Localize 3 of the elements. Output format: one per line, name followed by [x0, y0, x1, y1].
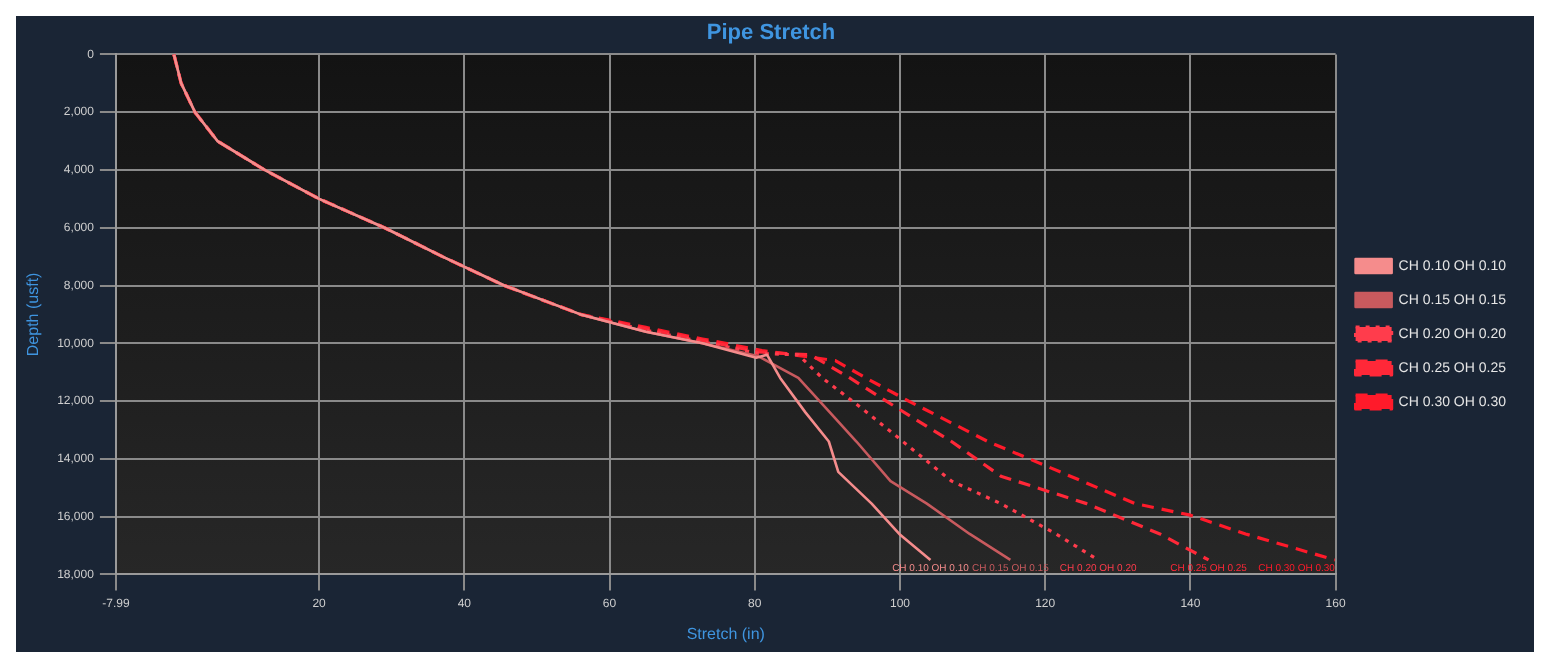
- y-axis-title: Depth (usft): [24, 271, 43, 357]
- x-axis-title: Stretch (in): [686, 624, 766, 643]
- chart-title: Pipe Stretch: [706, 21, 836, 46]
